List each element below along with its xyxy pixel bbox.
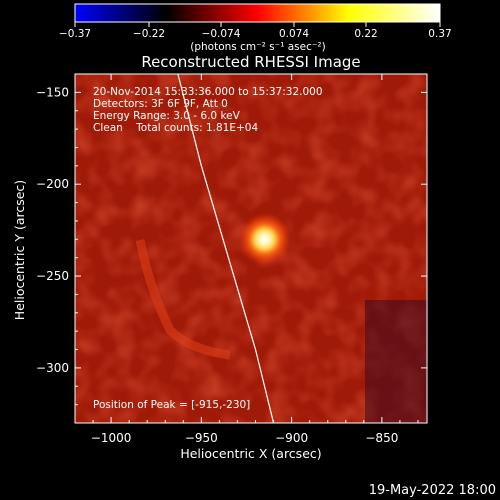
y-tick-label: −150	[36, 85, 69, 99]
x-axis-title: Heliocentric X (arcsec)	[180, 446, 321, 461]
colorbar: −0.37 −0.22 −0.074 0.074 0.22 0.37 (photons c…	[59, 3, 452, 53]
peak-position-label: Position of Peak = [-915,-230]	[93, 399, 250, 411]
image-faint-ridge	[135, 239, 231, 360]
colorbar-units-label: (photons cm⁻² s⁻¹ asec⁻²)	[190, 41, 325, 53]
y-axis-ticks: −150 −200 −250 −300	[36, 73, 427, 406]
annotation-clean-counts: Clean Total counts: 1.81E+04	[93, 122, 258, 134]
plot-frame	[74, 73, 428, 424]
annotation-time-range: 20-Nov-2014 15:33:36.000 to 15:37:32.000	[93, 86, 323, 98]
chart-title: Reconstructed RHESSI Image	[141, 53, 360, 71]
y-tick-label: −300	[36, 361, 69, 375]
x-tick-label: −950	[185, 431, 218, 445]
colorbar-tick-label: −0.37	[59, 28, 91, 40]
x-tick-label: −900	[275, 431, 308, 445]
colorbar-tick-label: −0.22	[133, 28, 165, 40]
y-tick-label: −250	[36, 269, 69, 283]
heatmap-image	[75, 74, 427, 423]
annotation-energy-range: Energy Range: 3.0 - 6.0 keV	[93, 110, 241, 122]
footer-date: 19-May-2022 18:00	[369, 483, 496, 498]
colorbar-tick-label: 0.074	[279, 28, 309, 40]
image-dark-corner	[365, 300, 427, 423]
y-tick-label: −200	[36, 177, 69, 191]
y-axis-title: Heliocentric Y (arcsec)	[12, 180, 27, 320]
colorbar-ticks: −0.37 −0.22 −0.074 0.074 0.22 0.37	[59, 22, 452, 40]
colorbar-strip	[74, 3, 441, 23]
x-tick-label: −1000	[91, 431, 132, 445]
colorbar-tick-label: −0.074	[202, 28, 241, 40]
colorbar-tick-label: 0.37	[428, 28, 451, 40]
x-axis-ticks: −1000 −950 −900 −850	[91, 74, 419, 445]
observation-annotations: 20-Nov-2014 15:33:36.000 to 15:37:32.000…	[93, 86, 323, 134]
peak-source	[238, 213, 291, 266]
x-tick-label: −850	[365, 431, 398, 445]
colorbar-tick-label: 0.22	[354, 28, 377, 40]
annotation-detectors: Detectors: 3F 6F 9F, Att 0	[93, 98, 228, 110]
solar-limb-line	[177, 74, 275, 423]
